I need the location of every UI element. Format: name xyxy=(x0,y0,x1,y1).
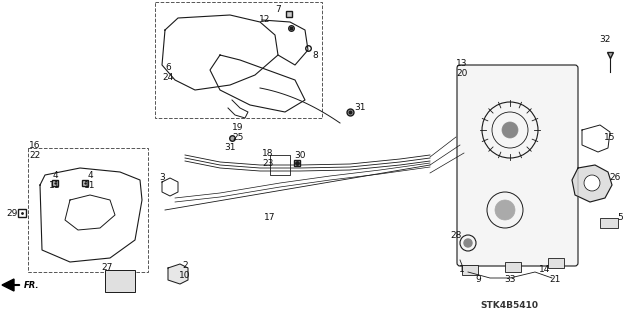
Polygon shape xyxy=(2,279,14,291)
Text: 25: 25 xyxy=(232,133,244,143)
Text: 31: 31 xyxy=(224,144,236,152)
Bar xyxy=(600,218,618,228)
Text: 32: 32 xyxy=(599,35,611,44)
Text: 5: 5 xyxy=(617,213,623,222)
Text: 9: 9 xyxy=(475,276,481,285)
Text: 4: 4 xyxy=(87,170,93,180)
Text: 26: 26 xyxy=(609,174,621,182)
Text: 18: 18 xyxy=(262,149,274,158)
Text: 33: 33 xyxy=(504,276,516,285)
Circle shape xyxy=(495,200,515,220)
FancyBboxPatch shape xyxy=(457,65,578,266)
Text: 14: 14 xyxy=(540,265,550,275)
Text: 3: 3 xyxy=(159,174,165,182)
Text: 20: 20 xyxy=(456,69,468,78)
Text: 13: 13 xyxy=(456,58,468,68)
Text: 1: 1 xyxy=(459,265,465,275)
Text: 30: 30 xyxy=(294,151,306,160)
Text: 29: 29 xyxy=(6,209,18,218)
Text: 23: 23 xyxy=(262,159,274,167)
Polygon shape xyxy=(168,264,188,284)
Bar xyxy=(105,270,135,292)
Text: 7: 7 xyxy=(275,5,281,14)
Bar xyxy=(28,148,148,272)
Text: 8: 8 xyxy=(312,50,318,60)
Bar xyxy=(155,2,322,118)
Text: FR.: FR. xyxy=(24,280,40,290)
Text: 21: 21 xyxy=(549,276,561,285)
Text: 27: 27 xyxy=(101,263,113,271)
Text: 2: 2 xyxy=(182,261,188,270)
Text: 11: 11 xyxy=(49,181,61,189)
Text: 22: 22 xyxy=(29,151,40,160)
Text: 10: 10 xyxy=(179,271,191,279)
Text: 19: 19 xyxy=(232,123,244,132)
Text: 28: 28 xyxy=(451,231,461,240)
Text: 24: 24 xyxy=(163,73,173,83)
Text: 17: 17 xyxy=(264,213,276,222)
Text: 12: 12 xyxy=(259,16,271,25)
Text: 31: 31 xyxy=(355,103,365,113)
Text: 4: 4 xyxy=(52,170,58,180)
Polygon shape xyxy=(572,165,612,202)
Bar xyxy=(548,258,564,268)
Text: 11: 11 xyxy=(84,181,96,189)
Text: STK4B5410: STK4B5410 xyxy=(480,301,538,310)
Bar xyxy=(505,262,521,272)
Text: 16: 16 xyxy=(29,140,41,150)
Bar xyxy=(462,265,478,275)
Circle shape xyxy=(502,122,518,138)
Circle shape xyxy=(584,175,600,191)
Text: 15: 15 xyxy=(604,133,616,143)
Circle shape xyxy=(464,239,472,247)
Text: 6: 6 xyxy=(165,63,171,72)
